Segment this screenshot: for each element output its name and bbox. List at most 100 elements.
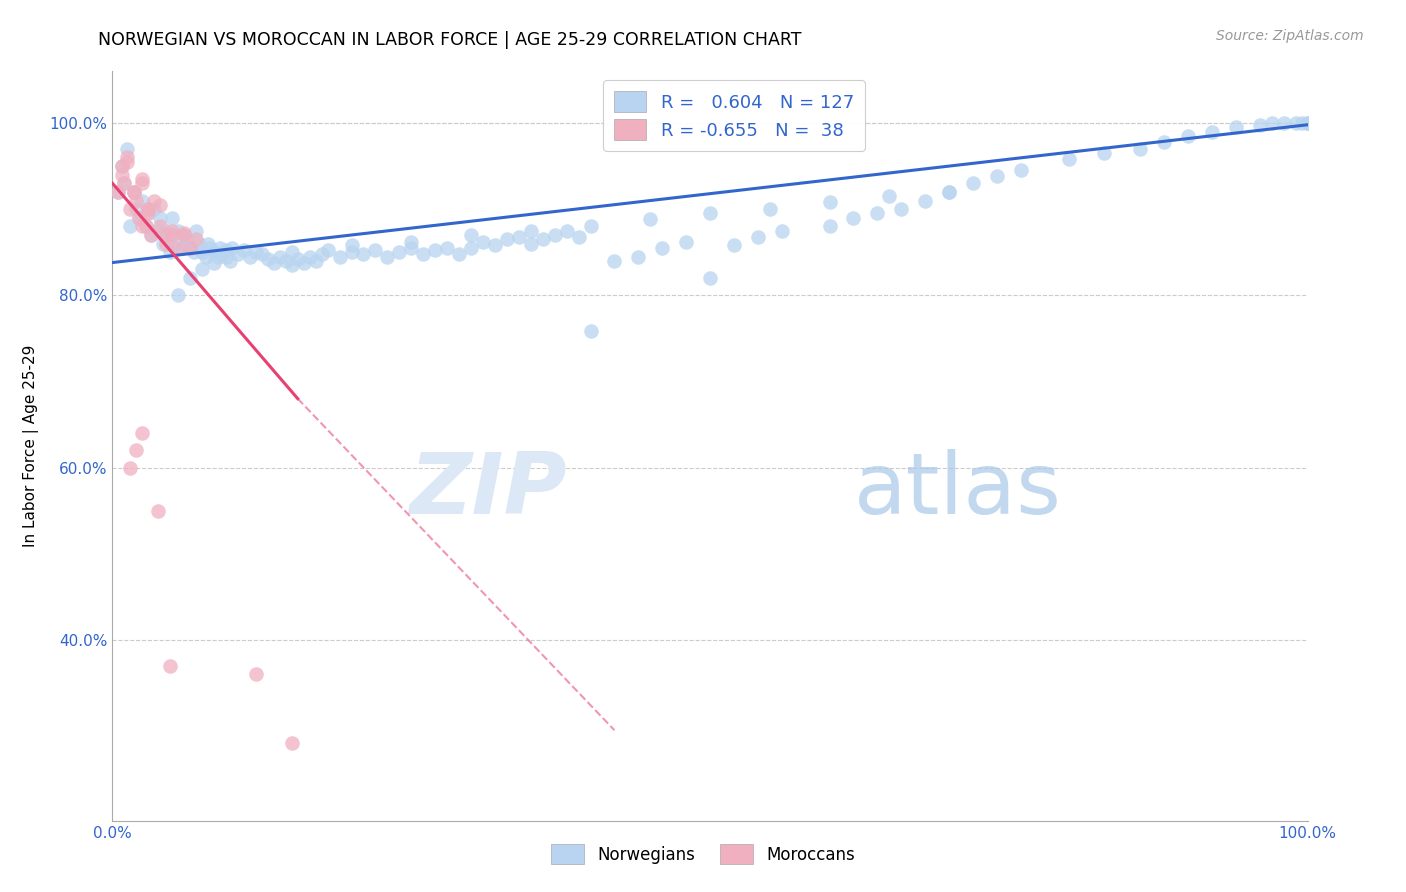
Point <box>239 250 262 264</box>
Point <box>364 244 387 258</box>
Point <box>143 202 166 216</box>
Point <box>340 238 363 252</box>
Point <box>131 194 153 208</box>
Point <box>250 247 273 261</box>
Point <box>842 211 865 225</box>
Point <box>316 244 339 258</box>
Point <box>281 245 304 260</box>
Point <box>187 236 209 251</box>
Point <box>159 245 181 260</box>
Point <box>179 271 201 285</box>
Point <box>162 211 183 225</box>
Point <box>1296 116 1319 130</box>
Point <box>163 236 186 251</box>
Point <box>138 206 160 220</box>
Point <box>747 229 769 244</box>
Point <box>202 255 225 269</box>
Point <box>122 185 145 199</box>
Point <box>209 241 232 255</box>
Point <box>890 202 912 216</box>
Point <box>146 224 169 238</box>
Point <box>125 443 148 458</box>
Point <box>1296 116 1319 130</box>
Point <box>120 219 142 234</box>
Point <box>579 325 602 339</box>
Point <box>1272 116 1295 130</box>
Point <box>173 227 195 242</box>
Point <box>107 185 129 199</box>
Point <box>173 227 195 241</box>
Point <box>818 195 841 210</box>
Point <box>173 227 195 242</box>
Point <box>699 271 721 285</box>
Point <box>699 206 721 220</box>
Point <box>496 232 519 246</box>
Point <box>520 224 543 238</box>
Point <box>603 253 626 268</box>
Point <box>818 219 841 234</box>
Point <box>460 227 482 242</box>
Point <box>114 177 135 191</box>
Point <box>138 202 160 216</box>
Point <box>298 250 321 264</box>
Point <box>938 185 960 199</box>
Point <box>162 227 183 242</box>
Point <box>176 232 198 246</box>
Point <box>162 224 183 238</box>
Point <box>120 460 142 475</box>
Point <box>149 219 172 234</box>
Point <box>1010 163 1032 178</box>
Legend: R =   0.604   N = 127, R = -0.655   N =  38: R = 0.604 N = 127, R = -0.655 N = 38 <box>603 80 865 151</box>
Point <box>159 658 181 673</box>
Point <box>114 177 135 191</box>
Point <box>111 168 134 182</box>
Point <box>281 258 304 272</box>
Point <box>770 224 793 238</box>
Point <box>167 224 190 238</box>
Point <box>879 189 901 203</box>
Point <box>111 159 134 173</box>
Point <box>233 244 256 258</box>
Point <box>122 185 145 199</box>
Point <box>194 250 217 264</box>
Point <box>107 185 129 199</box>
Point <box>186 224 208 238</box>
Point <box>146 503 169 517</box>
Point <box>221 241 243 255</box>
Point <box>866 206 889 220</box>
Point <box>115 151 138 165</box>
Point <box>125 202 148 216</box>
Point <box>197 236 219 251</box>
Point <box>627 250 650 264</box>
Point <box>938 185 960 199</box>
Point <box>245 245 267 260</box>
Point <box>167 241 190 255</box>
Point <box>155 227 177 242</box>
Point <box>555 224 578 238</box>
Point <box>202 245 225 260</box>
Point <box>215 244 238 258</box>
Point <box>1177 128 1199 143</box>
Point <box>508 229 530 244</box>
Text: Source: ZipAtlas.com: Source: ZipAtlas.com <box>1216 29 1364 43</box>
Point <box>131 172 153 186</box>
Point <box>1296 116 1319 130</box>
Text: atlas: atlas <box>853 450 1062 533</box>
Point <box>125 194 148 208</box>
Point <box>651 241 673 255</box>
Point <box>138 202 160 216</box>
Point <box>120 202 142 216</box>
Point <box>179 241 201 255</box>
Point <box>962 177 984 191</box>
Point <box>179 241 201 255</box>
Point <box>207 250 229 264</box>
Point <box>115 154 138 169</box>
Point <box>200 241 222 255</box>
Point <box>131 219 153 234</box>
Point <box>914 194 936 208</box>
Point <box>122 185 145 199</box>
Point <box>986 169 1008 184</box>
Text: NORWEGIAN VS MOROCCAN IN LABOR FORCE | AGE 25-29 CORRELATION CHART: NORWEGIAN VS MOROCCAN IN LABOR FORCE | A… <box>98 31 801 49</box>
Point <box>115 142 138 156</box>
Point <box>131 426 153 441</box>
